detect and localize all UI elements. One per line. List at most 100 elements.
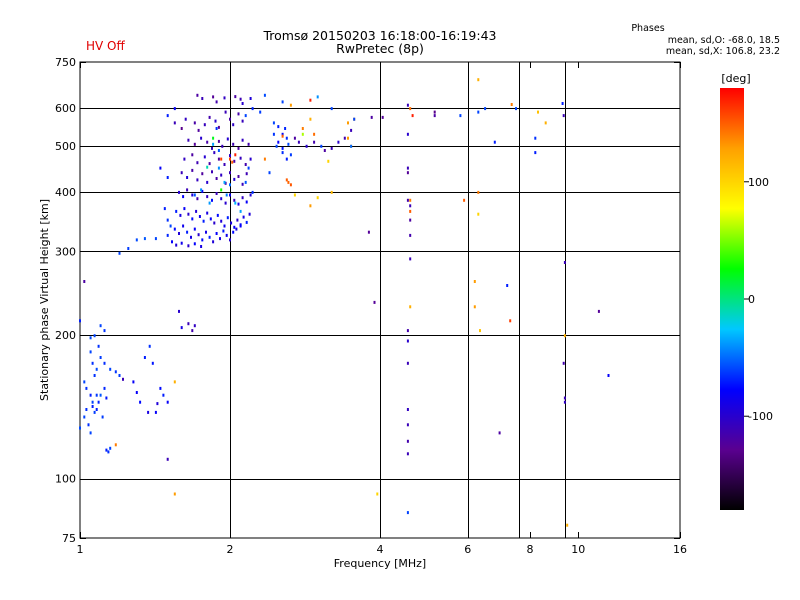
data-point [215,127,218,130]
data-point [316,196,319,200]
data-point [510,103,513,106]
data-point [206,165,209,169]
data-point [183,207,186,211]
data-point [561,102,564,105]
data-point [182,224,185,228]
data-point [151,361,154,365]
data-point [197,233,200,237]
data-point [309,98,312,102]
data-point [313,140,316,144]
data-point [381,115,384,119]
data-point [202,219,205,223]
data-point [216,213,219,217]
data-point [223,180,226,184]
data-point [237,146,240,150]
data-point [484,107,487,111]
data-point [473,305,476,309]
data-point [163,207,166,211]
data-point [223,163,226,166]
data-point [353,117,356,121]
data-point [91,405,94,408]
data-point [287,142,290,146]
data-point [114,370,117,374]
data-point [208,162,211,166]
data-point [217,166,220,170]
data-point [175,209,178,213]
data-point [239,97,242,101]
data-point [406,452,409,456]
data-point [206,195,209,199]
data-point [229,157,231,161]
data-point [537,110,539,114]
data-point [154,410,157,414]
data-point [201,97,204,100]
data-point [135,238,138,242]
data-point [159,166,162,170]
data-point [406,361,409,365]
data-point [219,237,221,241]
data-point [301,132,304,136]
data-point [143,356,146,359]
data-point [285,178,288,182]
data-point [297,140,300,144]
data-point [343,136,346,140]
data-point [220,197,223,201]
data-point [208,115,211,119]
data-point [206,211,209,215]
data-point [201,189,204,193]
data-point [225,233,228,237]
data-point [215,192,218,195]
data-point [178,309,180,313]
data-point [285,136,288,140]
phases-x-line: mean, sd,X: 106.8, 23.2 [666,46,780,57]
data-point [175,243,178,247]
data-point [347,121,349,125]
data-point [233,225,236,229]
data-point [263,93,266,97]
data-point [234,201,237,205]
data-point [217,125,220,129]
data-point [241,119,244,123]
data-point [173,107,176,111]
data-point [229,238,231,242]
data-point [239,209,242,213]
data-point [83,415,86,419]
data-point [406,339,409,343]
data-point [135,391,138,394]
data-point [406,103,409,107]
data-point [187,322,190,326]
data-point [83,280,86,283]
data-point [229,193,231,197]
data-point [249,193,252,197]
x-axis-label: Frequency [MHz] [334,557,426,570]
data-point [229,183,231,187]
data-point [330,107,333,111]
data-point [330,146,333,150]
data-point [373,300,376,304]
y-tick-label: 400 [55,186,76,199]
data-point [376,492,379,496]
data-point [220,188,223,192]
data-point [203,155,206,159]
data-point [247,166,250,170]
data-point [186,230,189,234]
data-point [287,180,290,184]
data-point [275,144,278,148]
data-point [89,350,92,354]
data-point [187,244,190,248]
data-point [409,107,412,111]
data-point [109,367,112,371]
data-point [272,121,275,125]
data-point [156,402,159,406]
data-point [200,136,203,140]
data-point [406,511,409,515]
data-point [95,408,98,411]
data-point [190,235,192,239]
data-point [236,218,239,222]
data-point [272,132,275,136]
data-point [245,172,248,176]
data-point [534,136,537,140]
data-point [409,257,412,261]
data-point [234,95,237,99]
